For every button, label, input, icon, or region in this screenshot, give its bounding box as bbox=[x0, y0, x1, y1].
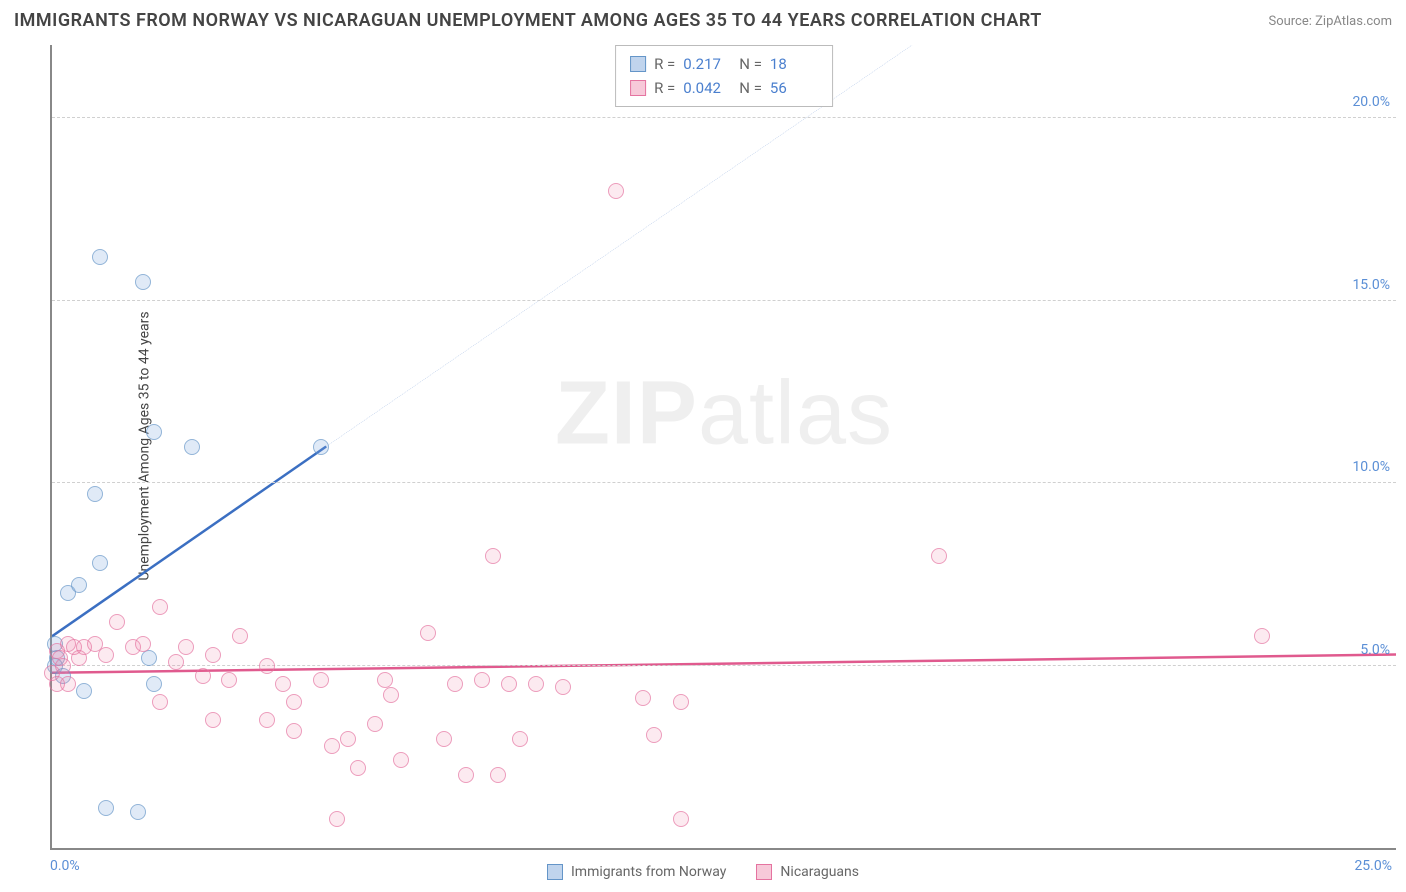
y-tick-label: 20.0% bbox=[1352, 94, 1390, 110]
data-point bbox=[259, 712, 275, 728]
data-point bbox=[329, 811, 345, 827]
data-point bbox=[221, 672, 237, 688]
data-point bbox=[259, 658, 275, 674]
data-point bbox=[377, 672, 393, 688]
stats-row: R = 0.217 N = 18 bbox=[630, 52, 818, 76]
gridline bbox=[52, 482, 1396, 483]
legend-label: Immigrants from Norway bbox=[571, 864, 726, 880]
data-point bbox=[205, 712, 221, 728]
legend-swatch bbox=[756, 864, 772, 880]
data-point bbox=[490, 767, 506, 783]
data-point bbox=[109, 614, 125, 630]
data-point bbox=[184, 439, 200, 455]
watermark: ZIPatlas bbox=[555, 363, 893, 466]
source-link[interactable]: ZipAtlas.com bbox=[1315, 14, 1392, 29]
n-value: 18 bbox=[770, 52, 818, 76]
legend-label: Nicaraguans bbox=[780, 864, 859, 880]
y-tick-label: 5.0% bbox=[1360, 642, 1390, 658]
data-point bbox=[92, 555, 108, 571]
source-label: Source: ZipAtlas.com bbox=[1268, 14, 1392, 29]
data-point bbox=[635, 690, 651, 706]
n-value: 56 bbox=[770, 76, 818, 100]
data-point bbox=[350, 760, 366, 776]
gridline bbox=[52, 300, 1396, 301]
watermark-bold: ZIP bbox=[555, 364, 698, 464]
r-label: R = bbox=[654, 52, 675, 76]
data-point bbox=[485, 548, 501, 564]
data-point bbox=[447, 676, 463, 692]
data-point bbox=[87, 486, 103, 502]
chart-title: IMMIGRANTS FROM NORWAY VS NICARAGUAN UNE… bbox=[14, 10, 1042, 31]
y-tick-label: 10.0% bbox=[1352, 459, 1390, 475]
data-point bbox=[931, 548, 947, 564]
data-point bbox=[71, 650, 87, 666]
x-tick-label: 25.0% bbox=[1354, 858, 1392, 874]
stats-legend-box: R = 0.217 N = 18 R = 0.042 N = 56 bbox=[615, 45, 833, 107]
data-point bbox=[178, 639, 194, 655]
data-point bbox=[135, 274, 151, 290]
n-label: N = bbox=[739, 52, 762, 76]
r-label: R = bbox=[654, 76, 675, 100]
data-point bbox=[205, 647, 221, 663]
scatter-chart: ZIPatlas R = 0.217 N = 18 R = 0.042 N = 56 5.0%… bbox=[50, 45, 1396, 850]
legend-swatch bbox=[547, 864, 563, 880]
data-point bbox=[275, 676, 291, 692]
data-point bbox=[608, 183, 624, 199]
data-point bbox=[324, 738, 340, 754]
data-point bbox=[98, 647, 114, 663]
data-point bbox=[286, 694, 302, 710]
data-point bbox=[130, 804, 146, 820]
legend-swatch bbox=[630, 80, 646, 96]
legend-item: Immigrants from Norway bbox=[547, 864, 726, 880]
data-point bbox=[152, 694, 168, 710]
data-point bbox=[528, 676, 544, 692]
data-point bbox=[60, 676, 76, 692]
data-point bbox=[141, 650, 157, 666]
data-point bbox=[436, 731, 452, 747]
data-point bbox=[135, 636, 151, 652]
data-point bbox=[474, 672, 490, 688]
data-point bbox=[146, 424, 162, 440]
data-point bbox=[673, 694, 689, 710]
data-point bbox=[501, 676, 517, 692]
data-point bbox=[673, 811, 689, 827]
data-point bbox=[152, 599, 168, 615]
gridline bbox=[52, 117, 1396, 118]
data-point bbox=[313, 439, 329, 455]
data-point bbox=[646, 727, 662, 743]
data-point bbox=[232, 628, 248, 644]
data-point bbox=[458, 767, 474, 783]
data-point bbox=[313, 672, 329, 688]
data-point bbox=[420, 625, 436, 641]
watermark-light: atlas bbox=[698, 364, 893, 464]
data-point bbox=[340, 731, 356, 747]
data-point bbox=[71, 577, 87, 593]
data-point bbox=[98, 800, 114, 816]
data-point bbox=[168, 654, 184, 670]
gridline bbox=[52, 665, 1396, 666]
n-label: N = bbox=[739, 76, 762, 100]
legend-swatch bbox=[630, 56, 646, 72]
data-point bbox=[393, 752, 409, 768]
data-point bbox=[1254, 628, 1270, 644]
r-value: 0.217 bbox=[683, 52, 731, 76]
source-prefix: Source: bbox=[1268, 14, 1315, 29]
data-point bbox=[512, 731, 528, 747]
data-point bbox=[195, 668, 211, 684]
data-point bbox=[367, 716, 383, 732]
y-tick-label: 15.0% bbox=[1352, 277, 1390, 293]
data-point bbox=[383, 687, 399, 703]
bottom-legend: Immigrants from Norway Nicaraguans bbox=[547, 864, 859, 880]
data-point bbox=[76, 683, 92, 699]
stats-row: R = 0.042 N = 56 bbox=[630, 76, 818, 100]
r-value: 0.042 bbox=[683, 76, 731, 100]
data-point bbox=[286, 723, 302, 739]
legend-item: Nicaraguans bbox=[756, 864, 859, 880]
trend-lines bbox=[52, 45, 1396, 848]
data-point bbox=[92, 249, 108, 265]
data-point bbox=[555, 679, 571, 695]
x-tick-label: 0.0% bbox=[50, 858, 80, 874]
data-point bbox=[146, 676, 162, 692]
